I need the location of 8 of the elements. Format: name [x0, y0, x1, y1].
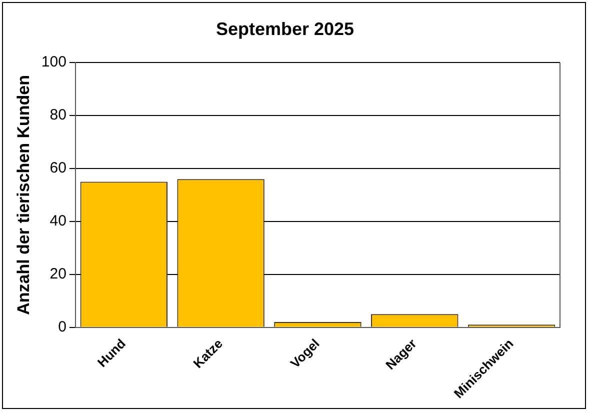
chart-title: September 2025: [216, 18, 354, 39]
y-tick-label: 60: [50, 160, 66, 177]
y-tick-label: 40: [50, 212, 66, 230]
y-tick-label: 0: [58, 318, 66, 336]
y-tick-label: 100: [41, 54, 66, 71]
y-tick-label: 80: [50, 106, 66, 124]
y-tick-label: 20: [50, 266, 66, 283]
y-axis-title: Anzahl der tierischen Kunden: [14, 74, 33, 315]
